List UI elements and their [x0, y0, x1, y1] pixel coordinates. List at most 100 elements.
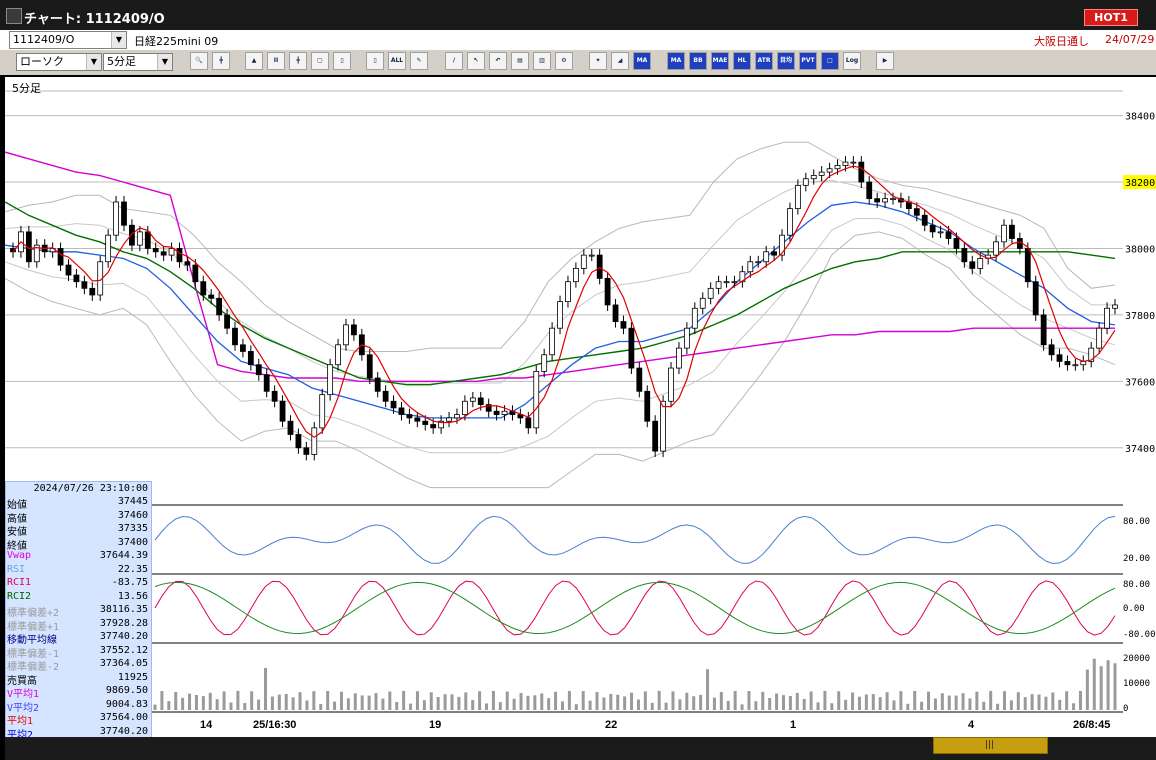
candle-body — [414, 417, 421, 422]
price-label: 37600 — [1125, 377, 1155, 388]
info-row-label: 安値 — [7, 527, 27, 538]
volume-bar — [498, 702, 502, 710]
hl-icon[interactable]: HL — [733, 52, 751, 70]
info-row-value: 37564.00 — [99, 712, 148, 723]
bar-a-icon[interactable]: ▯ — [333, 52, 351, 70]
volume-bar — [208, 692, 212, 710]
window-titlebar: チャート: 1112409/O HOT1 — [0, 0, 1156, 30]
volume-bar — [947, 695, 951, 710]
info-row: RSI 22.35 — [6, 564, 151, 577]
ma-icon[interactable]: MA — [667, 52, 685, 70]
candle-body — [890, 198, 896, 201]
volume-bar — [291, 697, 295, 710]
candle-move-icon[interactable]: ▲ — [245, 52, 263, 70]
trend-icon[interactable]: ╋ — [289, 52, 307, 70]
wrench-icon[interactable]: ✦ — [589, 52, 607, 70]
symbol-code-value: 1112409/O — [13, 33, 75, 46]
info-row: RCI1 -83.75 — [6, 577, 151, 590]
scrollbar-thumb[interactable] — [933, 737, 1048, 754]
volume-bar — [975, 691, 979, 710]
candle-body — [382, 390, 389, 402]
zoom-icon[interactable]: 🔍 — [190, 52, 208, 70]
volume-bar — [1030, 694, 1034, 710]
line-draw-icon[interactable]: II — [267, 52, 285, 70]
candle-body — [588, 254, 595, 257]
dim-icon[interactable]: ▢ — [311, 52, 329, 70]
volume-bar — [726, 700, 730, 710]
volume-bar — [554, 691, 558, 710]
info-row: 平均1 37564.00 — [6, 712, 151, 727]
volume-axis-label: 0 — [1123, 704, 1128, 714]
info-row-value: 37928.28 — [99, 617, 148, 629]
mae-icon[interactable]: MAE — [711, 52, 729, 70]
undo-icon[interactable]: ↶ — [489, 52, 507, 70]
candle-body — [295, 434, 302, 449]
bb-icon[interactable]: BB — [689, 52, 707, 70]
palette-icon[interactable]: ◢ — [611, 52, 629, 70]
interval-select[interactable]: 5分足 ▼ — [103, 53, 173, 71]
symbol-name: 日経225mini 09 — [134, 35, 219, 48]
volume-bar — [305, 700, 309, 710]
volume-bar — [333, 701, 337, 710]
volume-bar — [201, 696, 205, 710]
chevron-down-icon[interactable]: ▼ — [157, 54, 172, 70]
chevron-down-icon[interactable]: ▼ — [111, 32, 126, 48]
volume-bar — [353, 693, 357, 710]
candle-body — [731, 281, 738, 284]
volume-axis-label: 10000 — [1123, 679, 1150, 689]
symbol-code-select[interactable]: 1112409/O ▼ — [9, 31, 127, 49]
volume-bar — [1037, 694, 1041, 710]
crosshair-icon[interactable]: ╋ — [212, 52, 230, 70]
volume-bar — [153, 704, 157, 710]
candle-body — [565, 281, 571, 303]
ichimoku-icon[interactable]: 目均 — [777, 52, 795, 70]
chart-area[interactable]: 14 25/16:30 19 22 1 4 26/8:45 — [4, 77, 1123, 737]
ma-chart-icon[interactable]: MA — [633, 52, 651, 70]
info-row-value: 37644.39 — [99, 550, 148, 561]
chart-svg[interactable]: 14 25/16:30 19 22 1 4 26/8:45 — [4, 77, 1123, 737]
memo-icon[interactable]: ▤ — [511, 52, 529, 70]
info-row-value: 11925 — [117, 671, 148, 683]
candle-body — [858, 161, 865, 183]
candle-body — [533, 370, 540, 429]
bar-b-icon[interactable]: ▯ — [366, 52, 384, 70]
volume-bar — [229, 702, 233, 710]
chevron-down-icon[interactable]: ▼ — [86, 54, 101, 70]
volume-bar — [574, 704, 578, 710]
volume-bar — [243, 703, 247, 710]
settings-icon[interactable]: ⚙ — [555, 52, 573, 70]
volume-bar — [851, 692, 855, 710]
log-icon[interactable]: Log — [843, 52, 861, 70]
volume-bar — [194, 695, 198, 710]
candle-body — [747, 261, 754, 273]
candle-body — [882, 198, 888, 203]
chart-type-select[interactable]: ローソク ▼ — [16, 53, 102, 71]
candle-body — [929, 224, 936, 233]
candle-body — [1056, 354, 1063, 362]
info-row-label: V平均1 — [7, 689, 40, 700]
volume-bar — [595, 692, 599, 710]
hot-badge[interactable]: HOT1 — [1084, 9, 1138, 26]
candle-body — [699, 297, 706, 309]
candle-body — [240, 344, 246, 352]
trash-icon[interactable]: ▥ — [533, 52, 551, 70]
pen-icon[interactable]: ✎ — [410, 52, 428, 70]
candle-body — [319, 394, 326, 429]
volume-bar — [650, 702, 654, 710]
candle-body — [1032, 281, 1039, 316]
atr-icon[interactable]: ATR — [755, 52, 773, 70]
session-label: 大阪日通し — [1034, 35, 1089, 48]
box-icon[interactable]: □ — [821, 52, 839, 70]
cursor-icon[interactable]: ↖ — [467, 52, 485, 70]
time-scrollbar[interactable] — [5, 737, 1156, 760]
pvt-icon[interactable]: PVT — [799, 52, 817, 70]
draw-icon[interactable]: ∕ — [445, 52, 463, 70]
all-icon[interactable]: ALL — [388, 52, 406, 70]
volume-bar — [1002, 691, 1006, 710]
info-row-value: 37740.20 — [99, 725, 148, 737]
volume-bar — [816, 702, 820, 710]
export-icon[interactable]: ▶ — [876, 52, 894, 70]
volume-bar — [457, 696, 461, 710]
candle-body — [913, 208, 920, 216]
volume-bar — [505, 691, 509, 710]
